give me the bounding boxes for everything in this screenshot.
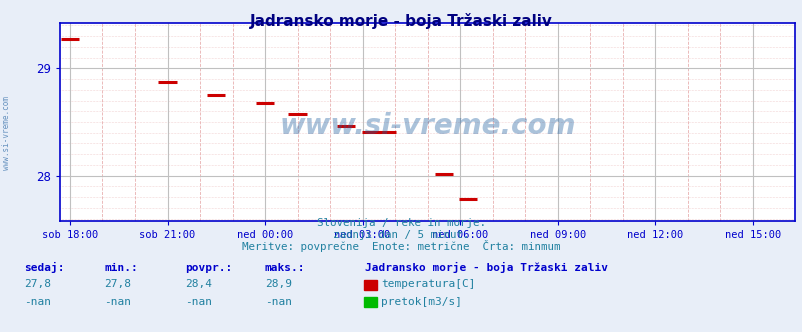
Text: Jadransko morje - boja Tržaski zaliv: Jadransko morje - boja Tržaski zaliv [365, 262, 608, 273]
Text: povpr.:: povpr.: [184, 263, 232, 273]
Text: 27,8: 27,8 [24, 279, 51, 289]
Text: -nan: -nan [265, 297, 292, 307]
Text: maks.:: maks.: [265, 263, 305, 273]
Text: Slovenija / reke in morje.: Slovenija / reke in morje. [317, 218, 485, 228]
Text: 28,9: 28,9 [265, 279, 292, 289]
Text: 28,4: 28,4 [184, 279, 212, 289]
Text: -nan: -nan [24, 297, 51, 307]
Text: min.:: min.: [104, 263, 138, 273]
Text: pretok[m3/s]: pretok[m3/s] [381, 297, 462, 307]
Text: 27,8: 27,8 [104, 279, 132, 289]
Text: -nan: -nan [184, 297, 212, 307]
Text: www.si-vreme.com: www.si-vreme.com [279, 112, 575, 140]
Text: www.si-vreme.com: www.si-vreme.com [2, 96, 11, 170]
Text: Jadransko morje - boja Tržaski zaliv: Jadransko morje - boja Tržaski zaliv [249, 13, 553, 29]
Text: Meritve: povprečne  Enote: metrične  Črta: minmum: Meritve: povprečne Enote: metrične Črta:… [242, 240, 560, 252]
Text: sedaj:: sedaj: [24, 262, 64, 273]
Text: zadnji dan / 5 minut.: zadnji dan / 5 minut. [333, 230, 469, 240]
Text: temperatura[C]: temperatura[C] [381, 279, 476, 289]
Text: -nan: -nan [104, 297, 132, 307]
